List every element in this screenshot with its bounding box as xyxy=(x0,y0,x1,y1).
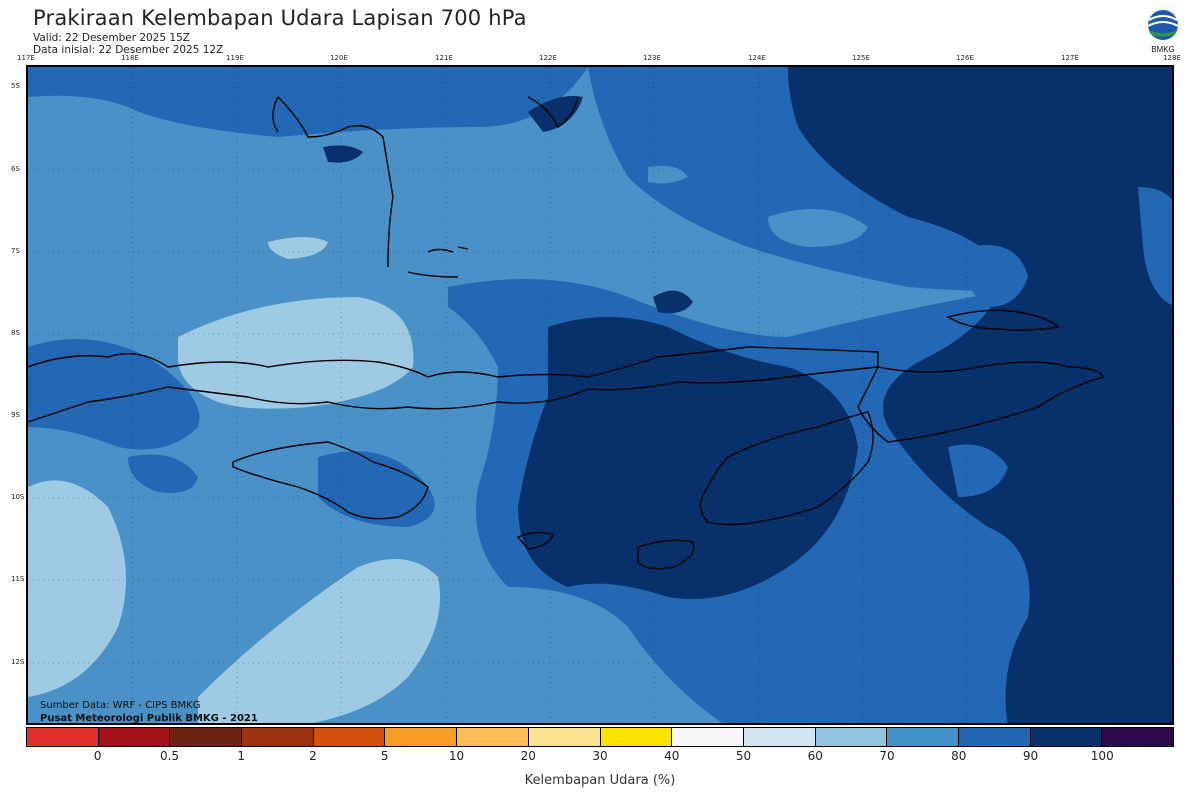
lat-label: 5S xyxy=(11,82,20,90)
lon-label: 120E xyxy=(330,54,348,62)
humidity-region-80 xyxy=(318,451,435,527)
colorbar-swatch xyxy=(242,728,314,746)
island-savu xyxy=(516,531,554,550)
colorbar-swatch xyxy=(815,728,888,746)
colorbar-label: 0.5 xyxy=(159,749,180,763)
humidity-map[interactable]: Sumber Data: WRF - CIPS BMKG Pusat Meteo… xyxy=(26,65,1174,725)
humidity-region-90 xyxy=(323,145,363,163)
colorbar-label: 40 xyxy=(664,749,680,763)
lon-label: 126E xyxy=(956,54,974,62)
longitude-axis: 117E 118E 119E 120E 121E 122E 123E 124E … xyxy=(0,54,1200,66)
logo-text: BMKG xyxy=(1151,45,1175,54)
colorbar-swatch xyxy=(528,728,601,746)
lon-label: 127E xyxy=(1061,54,1079,62)
lon-label: 122E xyxy=(539,54,557,62)
island-flores-east xyxy=(857,361,1105,443)
colorbar-label: 1 xyxy=(237,749,246,763)
lon-label: 123E xyxy=(643,54,661,62)
humidity-region-60 xyxy=(178,297,414,409)
colorbar-swatch xyxy=(887,728,959,746)
data-source: Sumber Data: WRF - CIPS BMKG xyxy=(40,700,201,711)
colorbar-swatch xyxy=(600,728,673,746)
lon-label: 124E xyxy=(748,54,766,62)
colorbar-label: 50 xyxy=(735,749,752,763)
lat-label: 7S xyxy=(11,247,20,255)
colorbar-label: 20 xyxy=(520,749,536,763)
colorbar-swatch xyxy=(27,728,99,746)
humidity-region-80 xyxy=(1138,187,1172,306)
island-wetar xyxy=(946,309,1060,331)
colorbar-label: 30 xyxy=(592,749,608,763)
lon-label: 128E xyxy=(1163,54,1181,62)
colorbar-swatch xyxy=(958,728,1031,746)
colorbar-label: 0 xyxy=(93,749,102,763)
lat-label: 9S xyxy=(11,411,20,419)
colorbar-swatch xyxy=(170,728,243,746)
colorbar-label: 90 xyxy=(1022,749,1039,763)
islets-flores-sea xyxy=(407,246,469,278)
colorbar-label: 70 xyxy=(879,749,895,763)
island-lombok-sumbawa xyxy=(28,346,879,423)
colorbar-label: 5 xyxy=(380,749,389,763)
colorbar-swatch xyxy=(457,728,529,746)
humidity-region-60 xyxy=(28,480,126,697)
lon-label: 125E xyxy=(852,54,870,62)
humidity-region-80 xyxy=(128,454,198,493)
humidity-region-80 xyxy=(28,67,588,137)
lon-label: 119E xyxy=(226,54,244,62)
lon-label: 118E xyxy=(121,54,139,62)
valid-time: Valid: 22 Desember 2025 15Z xyxy=(33,32,190,44)
colorbar-label: 2 xyxy=(309,749,317,763)
init-time: Data inisial: 22 Desember 2025 12Z xyxy=(33,44,224,56)
credits: Sumber Data: WRF - CIPS BMKG Pusat Meteo… xyxy=(40,699,258,724)
colorbar-swatch xyxy=(672,728,744,746)
humidity-region-60 xyxy=(268,237,328,259)
lon-label: 117E xyxy=(17,54,35,62)
island-sumba xyxy=(232,441,429,520)
humidity-region-70 xyxy=(768,209,868,247)
island-sulawesi-south xyxy=(272,96,394,268)
colorbar-label: 100 xyxy=(1090,749,1114,763)
colorbar xyxy=(26,727,1174,747)
lat-label: 6S xyxy=(11,165,20,173)
humidity-region-90 xyxy=(653,290,693,314)
colorbar-label: 10 xyxy=(448,749,465,763)
humidity-region-60 xyxy=(198,559,440,723)
colorbar-swatch xyxy=(385,728,458,746)
lat-label: 8S xyxy=(11,329,20,337)
colorbar-swatch xyxy=(743,728,816,746)
humidity-region-80 xyxy=(665,600,748,667)
lat-label: 12S xyxy=(11,658,25,666)
humidity-region-90 xyxy=(528,96,583,132)
publisher: Pusat Meteorologi Publik BMKG - 2021 xyxy=(40,713,258,724)
island-buton xyxy=(527,96,579,129)
island-rote xyxy=(637,539,695,570)
humidity-region-80 xyxy=(948,444,1008,497)
humidity-region-90 xyxy=(518,317,858,599)
colorbar-swatch xyxy=(1030,728,1103,746)
lat-label: 11S xyxy=(11,575,25,583)
humidity-region-80 xyxy=(28,339,200,450)
map-canvas xyxy=(28,67,1172,723)
colorbar-title: Kelembapan Udara (%) xyxy=(524,773,676,788)
colorbar-label: 80 xyxy=(951,749,967,763)
coastlines xyxy=(28,96,1105,570)
humidity-region-90 xyxy=(788,67,1172,723)
colorbar-label: 60 xyxy=(807,749,823,763)
graticule xyxy=(28,67,1172,723)
colorbar-swatch xyxy=(98,728,171,746)
lat-label: 10S xyxy=(11,493,25,501)
island-timor xyxy=(699,411,874,526)
humidity-region-80 xyxy=(965,245,1028,307)
bmkg-logo-icon: BMKG xyxy=(1147,10,1179,54)
colorbar-swatch xyxy=(1102,728,1173,746)
colorbar-swatch xyxy=(313,728,386,746)
lon-label: 121E xyxy=(435,54,453,62)
page-title: Prakiraan Kelembapan Udara Lapisan 700 h… xyxy=(33,6,527,30)
